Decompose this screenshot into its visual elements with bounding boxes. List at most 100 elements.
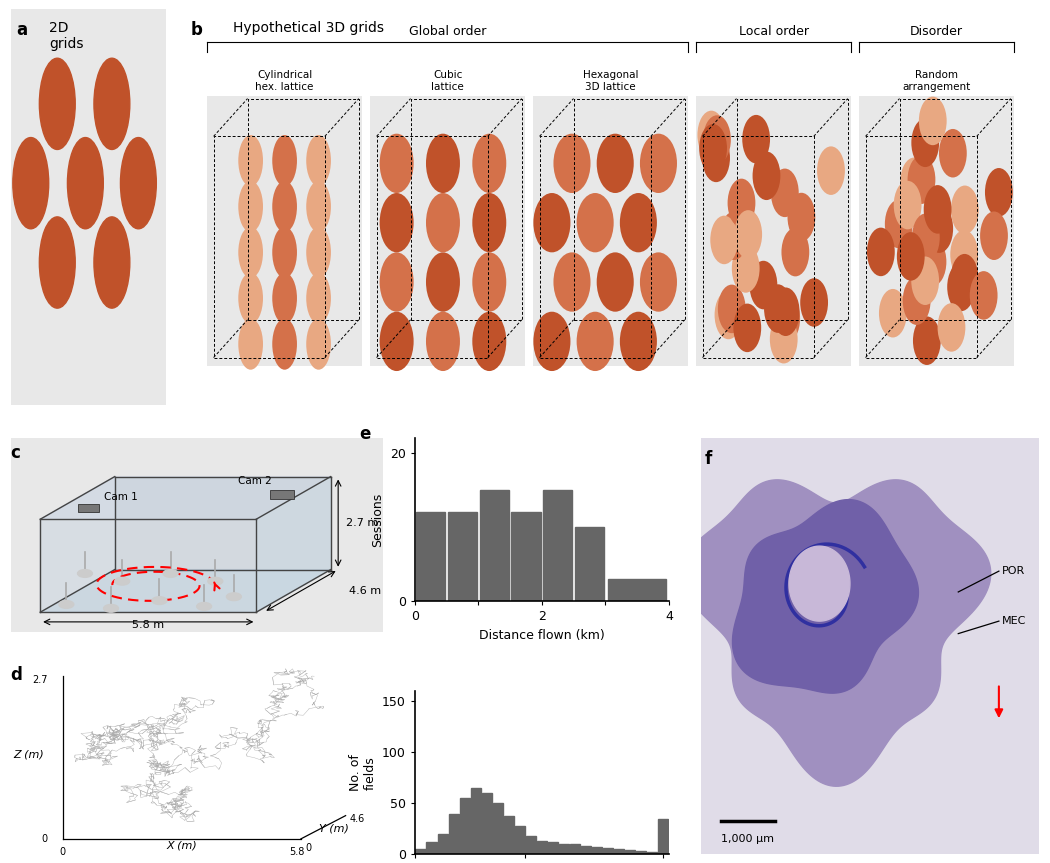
Bar <box>658 819 669 854</box>
Ellipse shape <box>472 252 506 312</box>
Ellipse shape <box>771 168 799 217</box>
Ellipse shape <box>800 278 828 327</box>
Text: a: a <box>17 21 28 39</box>
Bar <box>208 96 362 366</box>
Text: Random
arrangement: Random arrangement <box>902 71 970 92</box>
Circle shape <box>227 593 242 601</box>
Ellipse shape <box>238 318 262 369</box>
FancyBboxPatch shape <box>79 504 99 512</box>
Ellipse shape <box>980 211 1008 260</box>
Bar <box>548 842 558 854</box>
Ellipse shape <box>734 211 762 259</box>
Circle shape <box>104 604 119 612</box>
Ellipse shape <box>697 110 726 159</box>
Text: X (m): X (m) <box>166 841 197 851</box>
Bar <box>570 844 580 854</box>
Bar <box>460 798 469 854</box>
Bar <box>696 96 851 366</box>
Ellipse shape <box>307 181 331 232</box>
Text: Cam 1: Cam 1 <box>104 492 138 501</box>
Ellipse shape <box>472 312 506 371</box>
Ellipse shape <box>472 193 506 252</box>
Ellipse shape <box>938 303 965 352</box>
Text: 0: 0 <box>306 843 312 853</box>
Ellipse shape <box>925 205 953 253</box>
Bar <box>416 512 445 602</box>
Text: Cylindrical
hex. lattice: Cylindrical hex. lattice <box>255 71 314 92</box>
Text: 2.7 m: 2.7 m <box>345 518 378 528</box>
Bar <box>592 847 603 854</box>
Ellipse shape <box>970 271 998 319</box>
Ellipse shape <box>947 262 975 312</box>
Circle shape <box>78 570 92 577</box>
Ellipse shape <box>238 135 262 186</box>
Text: 5.8 m: 5.8 m <box>132 620 165 630</box>
Ellipse shape <box>533 193 570 252</box>
Ellipse shape <box>733 304 761 352</box>
Ellipse shape <box>715 291 742 339</box>
Bar <box>482 793 491 854</box>
Bar <box>647 853 657 854</box>
Text: Local order: Local order <box>738 25 808 38</box>
Ellipse shape <box>985 168 1013 217</box>
Ellipse shape <box>912 317 941 365</box>
Bar <box>559 844 569 854</box>
Ellipse shape <box>238 227 262 278</box>
Ellipse shape <box>867 228 895 276</box>
Ellipse shape <box>426 134 460 193</box>
Polygon shape <box>40 476 114 612</box>
Bar <box>608 579 667 602</box>
Ellipse shape <box>919 237 946 286</box>
Ellipse shape <box>897 232 925 280</box>
Bar <box>371 96 525 366</box>
Bar <box>537 841 547 854</box>
Circle shape <box>93 217 130 308</box>
Bar <box>504 816 513 854</box>
Ellipse shape <box>380 312 414 371</box>
Bar <box>448 512 477 602</box>
Ellipse shape <box>272 181 297 232</box>
Ellipse shape <box>750 261 777 309</box>
Ellipse shape <box>907 155 936 204</box>
Polygon shape <box>40 476 331 520</box>
Ellipse shape <box>620 193 657 252</box>
Bar <box>514 826 525 854</box>
Circle shape <box>39 58 76 149</box>
Ellipse shape <box>639 134 677 193</box>
Ellipse shape <box>817 147 845 195</box>
Ellipse shape <box>885 199 912 249</box>
Bar <box>603 848 613 854</box>
Bar <box>543 490 572 602</box>
Ellipse shape <box>576 193 613 252</box>
Ellipse shape <box>553 252 590 312</box>
Circle shape <box>39 217 76 308</box>
X-axis label: Distance flown (km): Distance flown (km) <box>479 629 605 642</box>
Ellipse shape <box>307 318 331 369</box>
Ellipse shape <box>238 273 262 324</box>
Text: MEC: MEC <box>1003 616 1027 627</box>
Circle shape <box>208 577 223 585</box>
Bar <box>614 849 625 854</box>
Ellipse shape <box>772 287 799 336</box>
Bar <box>448 814 459 854</box>
Text: Disorder: Disorder <box>910 25 963 38</box>
Circle shape <box>152 596 167 604</box>
Ellipse shape <box>764 284 792 333</box>
Ellipse shape <box>950 230 978 279</box>
Ellipse shape <box>272 273 297 324</box>
Ellipse shape <box>900 158 928 206</box>
Text: Z (m): Z (m) <box>14 749 44 759</box>
Ellipse shape <box>924 185 951 234</box>
Ellipse shape <box>596 252 634 312</box>
FancyBboxPatch shape <box>270 490 294 499</box>
Polygon shape <box>682 480 991 786</box>
Ellipse shape <box>272 135 297 186</box>
Ellipse shape <box>704 116 731 164</box>
Text: f: f <box>705 450 712 469</box>
Text: Cam 2: Cam 2 <box>237 476 271 486</box>
Bar <box>470 788 481 854</box>
Ellipse shape <box>702 134 730 182</box>
Text: 5.8: 5.8 <box>290 847 304 857</box>
Ellipse shape <box>426 193 460 252</box>
Ellipse shape <box>894 181 922 230</box>
